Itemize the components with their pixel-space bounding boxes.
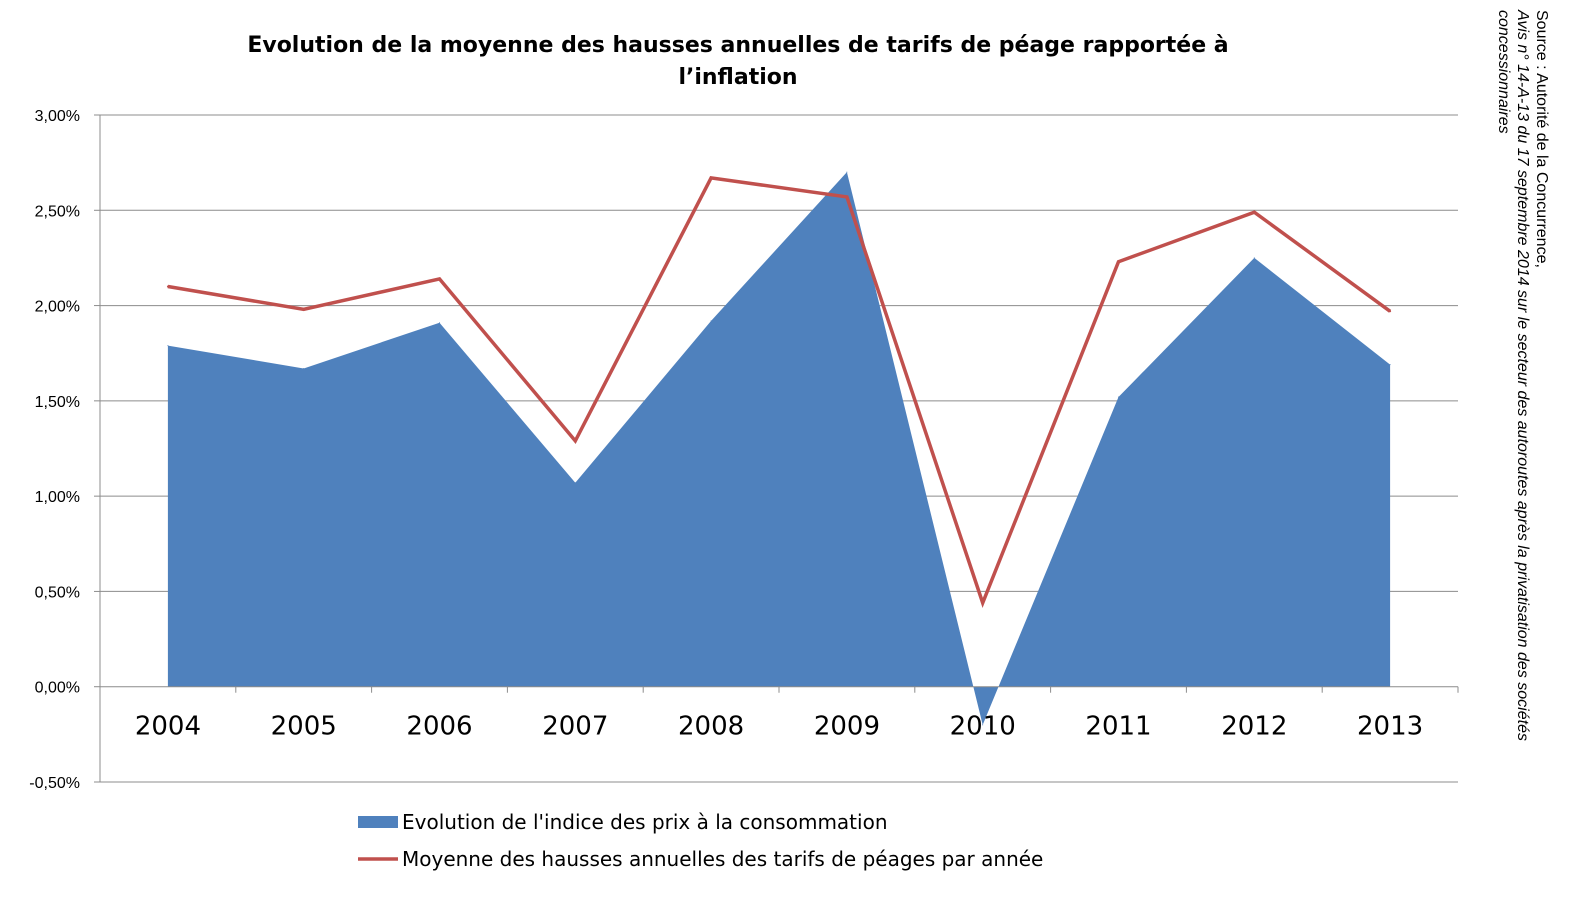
toll-line-series [166, 175, 1392, 608]
source-note: Source : Autorité de la Concurrence, Avi… [1495, 9, 1550, 741]
source-line-2: Avis n° 14-A-13 du 17 septembre 2014 sur… [1514, 9, 1531, 741]
x-tick-label-2009: 2009 [814, 712, 880, 742]
x-tick-label-2005: 2005 [271, 712, 337, 742]
cpi-point-2011 [1118, 396, 1119, 398]
toll-point-2008 [710, 176, 713, 179]
x-tick-label-2008: 2008 [678, 712, 744, 742]
axes [94, 114, 1459, 783]
cpi-area [167, 172, 1391, 725]
y-tick-label-6: 0,00% [35, 680, 80, 697]
cpi-area-series [167, 171, 1391, 726]
cpi-point-2012 [1253, 257, 1255, 259]
source-line-1: Source : Autorité de la Concurrence, [1533, 10, 1550, 268]
source-line-3: concessionnaires [1495, 10, 1512, 134]
toll-point-2013 [1389, 310, 1392, 313]
toll-point-2011 [1117, 260, 1120, 263]
toll-point-2012 [1253, 211, 1256, 214]
x-tick-label-2004: 2004 [135, 712, 201, 742]
legend-swatch-cpi [358, 816, 398, 828]
y-tick-label-0: 3,00% [35, 108, 80, 125]
y-tick-label-4: 1,00% [35, 489, 80, 506]
legend-label-toll: Moyenne des hausses annuelles des tarifs… [402, 847, 1043, 871]
y-tick-label-1: 2,50% [35, 203, 80, 220]
cpi-point-2010 [982, 724, 984, 726]
x-tick-label-2007: 2007 [542, 712, 608, 742]
cpi-point-2008 [710, 320, 712, 322]
cpi-point-2013 [1389, 364, 1391, 366]
toll-point-2007 [574, 439, 577, 442]
y-tick-label-3: 1,50% [35, 394, 80, 411]
toll-point-2005 [302, 308, 305, 311]
chart-title-line-1: Evolution de la moyenne des hausses annu… [247, 33, 1228, 58]
cpi-point-2007 [574, 482, 576, 484]
y-tick-label-5: 0,50% [35, 584, 80, 601]
toll-line [167, 175, 1392, 608]
y-tick-labels: 3,00% 2,50% 2,00% 1,50% 1,00% 0,50% 0,00% -0,50… [29, 108, 80, 792]
cpi-point-2009 [846, 171, 848, 173]
cpi-point-2004 [167, 345, 169, 347]
cpi-point-2005 [303, 367, 305, 369]
x-tick-labels: 2004 2005 2006 2007 2008 2009 2010 2011 2012 2013 [135, 712, 1423, 742]
x-tick-label-2011: 2011 [1085, 712, 1151, 742]
toll-point-2010 [981, 601, 984, 604]
legend-label-cpi: Evolution de l'indice des prix à la cons… [402, 810, 888, 834]
y-tick-label-2: 2,00% [35, 299, 80, 316]
y-tick-label-7: -0,50% [29, 775, 80, 792]
x-tick-label-2013: 2013 [1357, 712, 1423, 742]
legend: Evolution de l'indice des prix à la cons… [358, 810, 1043, 871]
x-tick-label-2012: 2012 [1221, 712, 1287, 742]
toll-point-2004 [166, 285, 169, 288]
chart-title-line-2: l’inflation [678, 65, 797, 90]
toll-point-2009 [845, 195, 848, 198]
cpi-point-2006 [439, 322, 440, 324]
x-tick-label-2006: 2006 [406, 712, 472, 742]
toll-point-2006 [438, 277, 441, 280]
x-tick-label-2010: 2010 [950, 712, 1016, 742]
